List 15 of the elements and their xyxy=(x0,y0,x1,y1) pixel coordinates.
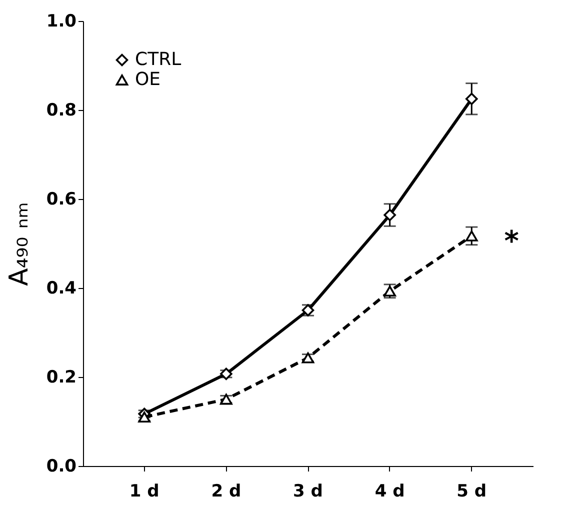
legend-label: OE xyxy=(135,69,161,90)
x-tick-label: 1 d xyxy=(129,482,160,502)
y-tick-label: 0.4 xyxy=(46,278,77,298)
y-tick-label: 0.8 xyxy=(46,100,76,120)
y-tick-label: 0.0 xyxy=(46,456,77,476)
legend-label: CTRL xyxy=(135,49,182,70)
y-tick-label: 1.0 xyxy=(46,12,77,32)
y-tick-label: 0.2 xyxy=(46,368,76,388)
x-tick-label: 2 d xyxy=(211,482,242,502)
x-tick-label: 5 d xyxy=(456,482,487,502)
y-tick-label: 0.6 xyxy=(46,190,76,210)
y-axis-title: A₄₉₀ ₙₘ xyxy=(4,202,34,286)
x-tick-label: 3 d xyxy=(293,482,323,502)
x-tick-label: 4 d xyxy=(374,482,405,502)
annotation: * xyxy=(504,224,520,258)
